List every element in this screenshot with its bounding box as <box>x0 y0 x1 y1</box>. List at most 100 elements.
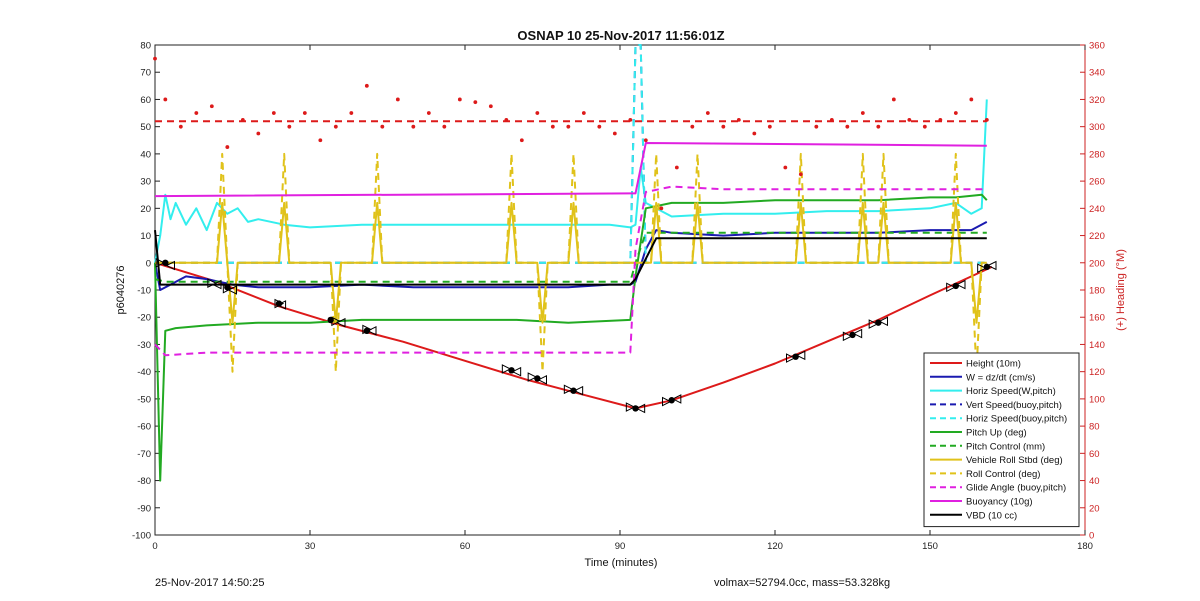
y-tick-label: 0 <box>146 258 151 269</box>
y-tick-label: -10 <box>137 286 151 297</box>
y-tick-label: -40 <box>137 367 151 378</box>
y-tick-label: 70 <box>140 68 151 79</box>
height-marker-dot <box>162 259 169 266</box>
y2-tick-label: 320 <box>1089 95 1105 106</box>
height-marker-triangle-left <box>852 328 863 339</box>
height-marker-triangle-right <box>155 257 166 268</box>
height-marker-triangle-left <box>795 350 806 361</box>
y2-tick-label: 240 <box>1089 204 1105 215</box>
height-marker-triangle-right <box>207 278 217 289</box>
legend-label: Height (10m) <box>966 359 1021 370</box>
series-heading-12-point <box>349 111 354 115</box>
x-tick-label: 150 <box>922 541 938 552</box>
series-vehicle-roll-stbd-deg-line <box>155 201 987 324</box>
footer-volmax-mass: volmax=52794.0cc, mass=53.328kg <box>714 577 891 589</box>
series-heading-12-point <box>457 97 462 102</box>
series-heading-12-point <box>953 111 958 115</box>
legend-label: Vert Speed(buoy,pitch) <box>966 400 1062 411</box>
legend-label: Buoyancy (10g) <box>966 497 1033 508</box>
height-marker-triangle-left <box>211 279 222 290</box>
series-heading-12-point <box>287 124 292 129</box>
y-axis-label: p6040276 <box>115 266 127 315</box>
footer-timestamp: 25-Nov-2017 14:50:25 <box>155 577 265 589</box>
y2-tick-label: 200 <box>1089 258 1105 269</box>
x-tick-label: 180 <box>1077 541 1093 552</box>
series-heading-12-point <box>690 124 695 129</box>
height-marker-triangle-left <box>227 285 237 295</box>
x-axis-label: Time (minutes) <box>585 557 658 569</box>
height-marker-triangle-right <box>977 263 987 274</box>
series-heading-12-point <box>271 111 276 115</box>
y2-tick-label: 160 <box>1089 313 1105 324</box>
y2-tick-label: 220 <box>1089 231 1105 242</box>
y2-tick-label: 100 <box>1089 394 1105 405</box>
series-heading-12-point <box>814 124 819 129</box>
x-tick-label: 60 <box>460 541 471 552</box>
height-marker-triangle-left <box>573 385 584 396</box>
series-heading-12-point <box>597 124 602 129</box>
y-tick-label: -30 <box>137 340 151 351</box>
legend-label: Roll Control (deg) <box>966 469 1040 480</box>
y-tick-label: -60 <box>137 422 151 433</box>
series-heading-12-point <box>163 97 168 102</box>
series-heading-12-point <box>798 172 803 177</box>
height-marker-triangle-left <box>671 394 682 404</box>
series-heading-12-point <box>783 165 788 170</box>
series-buoyancy-10g-line <box>154 142 987 198</box>
series-heading-12-point <box>767 124 772 129</box>
series-heading-12-point <box>705 111 710 115</box>
series-heading-12-point <box>209 104 214 109</box>
series-heading-12-point <box>907 117 912 122</box>
y-tick-label: 10 <box>140 231 151 242</box>
height-marker-triangle-right <box>331 316 341 327</box>
height-marker-triangle-right <box>274 298 285 309</box>
series-heading-12-point <box>860 111 865 115</box>
legend-label: Pitch Up (deg) <box>966 428 1027 439</box>
y-tick-label: -100 <box>132 531 151 542</box>
height-marker-triangle-left <box>986 260 997 271</box>
height-marker-triangle-left <box>335 317 346 328</box>
chart-title: OSNAP 10 25-Nov-2017 11:56:01Z <box>517 28 724 43</box>
height-marker-triangle-right <box>501 364 512 374</box>
series-horiz-speed-w-pitch-line <box>154 99 988 263</box>
series-heading-12-point <box>380 124 385 129</box>
y2-tick-label: 260 <box>1089 177 1105 188</box>
y2-axis-label: (+) Heading (°M) <box>1115 249 1127 331</box>
y-tick-label: 30 <box>140 177 151 188</box>
series-heading-12-point <box>891 97 896 102</box>
height-marker-triangle-right <box>222 283 233 294</box>
legend-box <box>923 352 1080 528</box>
series-heading-12-point <box>876 124 881 129</box>
series-heading-12-point <box>612 131 617 136</box>
height-marker-triangle-left <box>635 403 646 414</box>
height-marker-triangle-left <box>955 279 966 290</box>
series-heading-12-point <box>411 124 416 129</box>
y-tick-label: 40 <box>140 149 151 160</box>
height-marker-triangle-right <box>625 402 636 412</box>
legend-label: VBD (10 cc) <box>966 510 1017 521</box>
legend-label: Glide Angle (buoy,pitch) <box>966 483 1066 494</box>
series-heading-12-point <box>566 124 571 129</box>
legend-label: Pitch Control (mm) <box>966 441 1045 452</box>
y2-tick-label: 40 <box>1089 476 1100 487</box>
x-tick-label: 30 <box>305 541 316 552</box>
series-heading-12-point <box>643 138 648 143</box>
y2-tick-label: 140 <box>1089 340 1105 351</box>
series-heading-12-point <box>721 124 726 129</box>
legend-label: Horiz Speed(W,pitch) <box>966 386 1056 397</box>
series-heading-12-point <box>535 111 540 115</box>
series-heading-12-point <box>550 124 555 129</box>
height-marker-triangle-right <box>563 384 574 395</box>
y-tick-label: -90 <box>137 503 151 514</box>
series-vbd-10-cc-line <box>154 230 987 286</box>
y2-tick-label: 120 <box>1089 367 1105 378</box>
height-marker-triangle-right <box>362 324 372 335</box>
x-tick-label: 0 <box>152 541 157 552</box>
series-pitch-up-deg-line <box>154 193 988 482</box>
y-tick-label: 60 <box>140 95 151 106</box>
series-heading-12-point <box>302 111 307 115</box>
series-heading-12-point <box>364 83 369 88</box>
x-tick-label: 90 <box>615 541 626 552</box>
series-heading-12-point <box>395 97 400 102</box>
